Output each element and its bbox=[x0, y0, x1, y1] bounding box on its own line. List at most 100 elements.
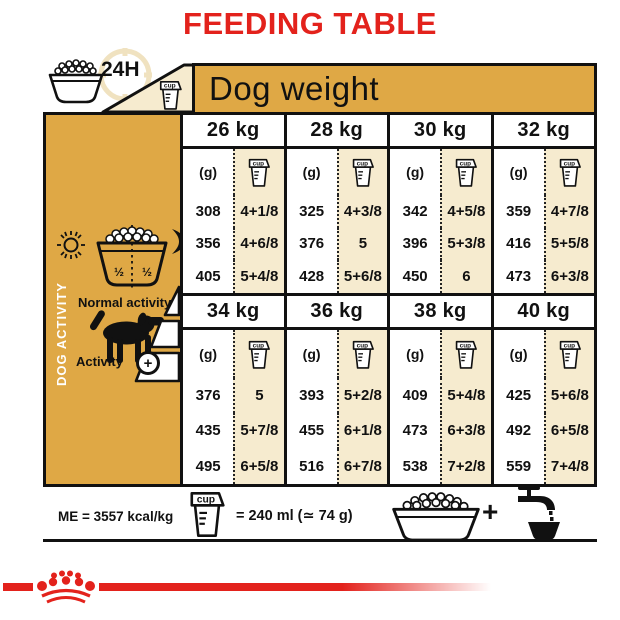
weight-column-38kg: 38 kg (g) cup 409 5+4/8 473 6+3/8 538 7+… bbox=[387, 296, 491, 484]
weight-header: 40 kg bbox=[493, 296, 594, 330]
water-tap-bowl-icon bbox=[518, 484, 560, 542]
cup-header-cell: cup bbox=[543, 149, 594, 195]
cup-icon: cup bbox=[246, 339, 272, 370]
unit-g-label: (g) bbox=[286, 149, 337, 195]
svg-text:cup: cup bbox=[564, 160, 575, 167]
plus-sign: + bbox=[482, 496, 499, 527]
cup-icon: cup bbox=[557, 157, 583, 188]
grams-value: 435 bbox=[183, 413, 234, 449]
grams-value: 473 bbox=[493, 260, 544, 293]
dog-weight-header: Dog weight bbox=[192, 63, 597, 115]
cups-value: 7+2/8 bbox=[440, 448, 491, 484]
cup-header-cell: cup bbox=[543, 330, 594, 378]
weight-column-40kg: 40 kg (g) cup 425 5+6/8 492 6+5/8 559 7+… bbox=[490, 296, 594, 484]
weight-header: 30 kg bbox=[390, 115, 491, 149]
grams-value: 473 bbox=[390, 413, 441, 449]
kibble-bowl-icon bbox=[392, 492, 480, 542]
grams-value: 516 bbox=[286, 448, 337, 484]
cup-icon: cup bbox=[157, 79, 184, 111]
grams-value: 425 bbox=[493, 378, 544, 414]
kibble-bowl-24h-icon bbox=[48, 59, 104, 104]
half-right-label: ½ bbox=[141, 265, 152, 279]
weight-header: 34 kg bbox=[183, 296, 284, 330]
unit-g-label: (g) bbox=[183, 330, 234, 378]
svg-text:cup: cup bbox=[164, 83, 176, 90]
grams-value: 405 bbox=[183, 260, 234, 293]
cups-value: 5+5/8 bbox=[543, 227, 594, 261]
grams-value: 342 bbox=[390, 195, 441, 228]
cup-icon: cup bbox=[350, 339, 376, 370]
metabolizable-energy-label: ME = 3557 kcal/kg bbox=[58, 509, 174, 524]
svg-text:cup: cup bbox=[357, 160, 368, 167]
unit-g-label: (g) bbox=[493, 330, 544, 378]
svg-text:cup: cup bbox=[460, 342, 471, 349]
sun-icon bbox=[57, 231, 85, 259]
cup-icon: cup bbox=[557, 339, 583, 370]
weight-column-34kg: 34 kg (g) cup 376 5 435 5+7/8 495 6+5/8 bbox=[183, 296, 284, 484]
cups-value: 4+7/8 bbox=[543, 195, 594, 228]
cups-value: 5+7/8 bbox=[233, 413, 284, 449]
half-half-bowl-icon bbox=[96, 225, 168, 289]
cups-value: 5+6/8 bbox=[543, 378, 594, 414]
24h-label: 24H bbox=[101, 58, 140, 81]
grams-value: 376 bbox=[286, 227, 337, 261]
dog-activity-vertical-label: DOG ACTIVITY bbox=[54, 282, 69, 386]
svg-text:cup: cup bbox=[197, 495, 215, 506]
cup-header-cell: cup bbox=[233, 149, 284, 195]
grams-value: 495 bbox=[183, 448, 234, 484]
grams-value: 359 bbox=[493, 195, 544, 228]
grams-value: 559 bbox=[493, 448, 544, 484]
unit-g-label: (g) bbox=[183, 149, 234, 195]
cups-value: 5+3/8 bbox=[440, 227, 491, 261]
grams-value: 356 bbox=[183, 227, 234, 261]
cup-icon: cup bbox=[453, 157, 479, 188]
cups-value: 5 bbox=[233, 378, 284, 414]
dog-activity-panel: DOG ACTIVITY ½ ½ No bbox=[43, 112, 185, 487]
royal-canin-crown-logo bbox=[37, 570, 95, 604]
grams-value: 428 bbox=[286, 260, 337, 293]
grams-value: 450 bbox=[390, 260, 441, 293]
cup-header-cell: cup bbox=[440, 149, 491, 195]
weight-header: 32 kg bbox=[493, 115, 594, 149]
cups-value: 5+4/8 bbox=[233, 260, 284, 293]
dog-weight-title: Dog weight bbox=[209, 70, 380, 107]
cup-header-cell: cup bbox=[336, 149, 387, 195]
grams-value: 325 bbox=[286, 195, 337, 228]
cups-value: 6+3/8 bbox=[440, 413, 491, 449]
cups-value: 6+5/8 bbox=[233, 448, 284, 484]
feeding-grid: 26 kg (g) cup 308 4+1/8 356 4+6/8 405 5+… bbox=[180, 112, 597, 487]
footer-divider bbox=[43, 539, 597, 542]
cups-value: 4+1/8 bbox=[233, 195, 284, 228]
cup-header-cell: cup bbox=[440, 330, 491, 378]
svg-text:cup: cup bbox=[564, 342, 575, 349]
grams-value: 416 bbox=[493, 227, 544, 261]
svg-text:cup: cup bbox=[253, 342, 264, 349]
weight-column-28kg: 28 kg (g) cup 325 4+3/8 376 5 428 5+6/8 bbox=[283, 115, 387, 293]
unit-g-label: (g) bbox=[286, 330, 337, 378]
cups-value: 4+6/8 bbox=[233, 227, 284, 261]
cups-value: 5 bbox=[336, 227, 387, 261]
weight-header: 26 kg bbox=[183, 115, 284, 149]
cups-value: 6 bbox=[440, 260, 491, 293]
normal-activity-label: Normal activity bbox=[78, 295, 172, 310]
cup-icon: cup bbox=[350, 157, 376, 188]
activity-plus-icon: + bbox=[136, 351, 160, 375]
svg-text:cup: cup bbox=[460, 160, 471, 167]
unit-g-label: (g) bbox=[390, 330, 441, 378]
grams-value: 455 bbox=[286, 413, 337, 449]
cup-icon: cup bbox=[453, 339, 479, 370]
weight-header: 36 kg bbox=[286, 296, 387, 330]
cups-value: 6+7/8 bbox=[336, 448, 387, 484]
weight-column-26kg: 26 kg (g) cup 308 4+1/8 356 4+6/8 405 5+… bbox=[183, 115, 284, 293]
weight-section-1: 26 kg (g) cup 308 4+1/8 356 4+6/8 405 5+… bbox=[183, 115, 594, 296]
grams-value: 538 bbox=[390, 448, 441, 484]
brand-stripe-right bbox=[99, 583, 491, 591]
grams-value: 393 bbox=[286, 378, 337, 414]
grams-value: 396 bbox=[390, 227, 441, 261]
activity-label: Activity bbox=[76, 354, 123, 369]
weight-column-32kg: 32 kg (g) cup 359 4+7/8 416 5+5/8 473 6+… bbox=[490, 115, 594, 293]
grams-value: 376 bbox=[183, 378, 234, 414]
page-title: FEEDING TABLE bbox=[183, 6, 437, 41]
cups-value: 7+4/8 bbox=[543, 448, 594, 484]
